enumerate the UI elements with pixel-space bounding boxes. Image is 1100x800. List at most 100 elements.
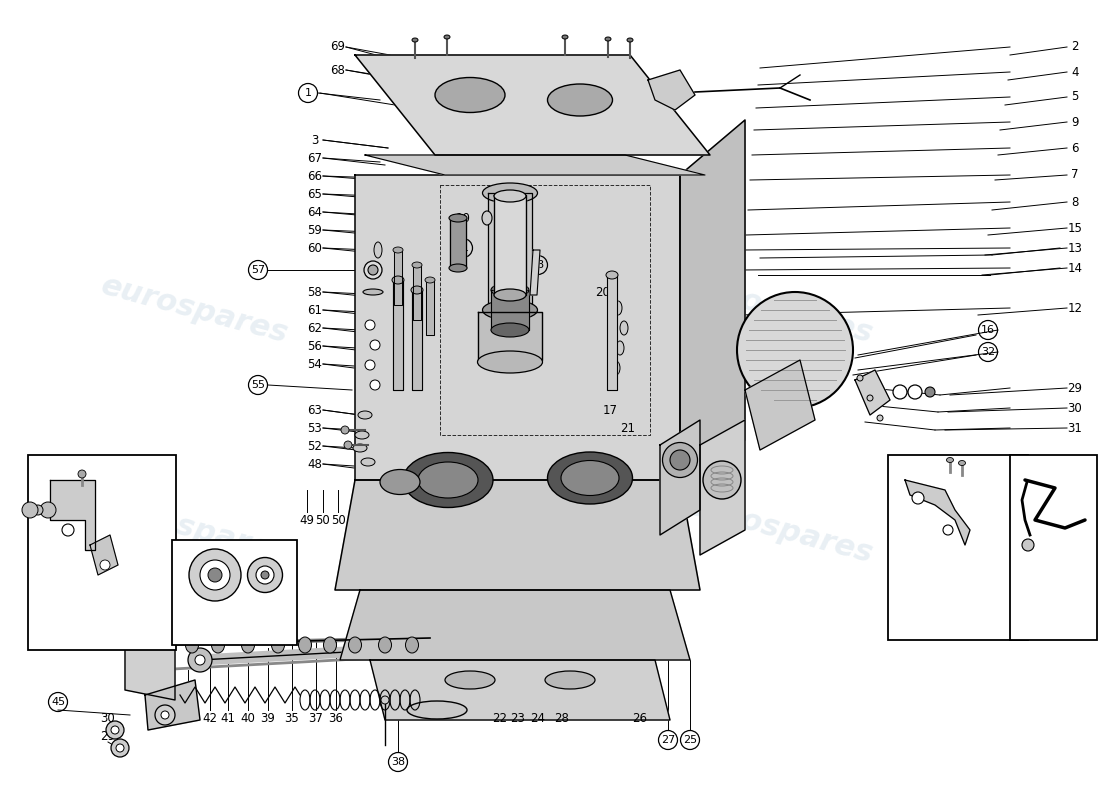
Text: 24: 24 <box>530 711 546 725</box>
Polygon shape <box>340 590 690 660</box>
Polygon shape <box>905 480 970 545</box>
Ellipse shape <box>412 38 418 42</box>
Text: 67: 67 <box>308 151 322 165</box>
Text: 29: 29 <box>1067 382 1082 394</box>
Text: 54: 54 <box>308 358 322 370</box>
Text: 17: 17 <box>603 403 617 417</box>
Ellipse shape <box>358 411 372 419</box>
Ellipse shape <box>261 571 270 579</box>
Ellipse shape <box>366 322 374 327</box>
Ellipse shape <box>449 264 468 272</box>
Polygon shape <box>855 370 890 415</box>
Ellipse shape <box>605 37 610 41</box>
Text: eurospares: eurospares <box>424 491 617 569</box>
Ellipse shape <box>256 566 274 584</box>
Polygon shape <box>680 120 745 480</box>
Text: 7: 7 <box>1071 169 1079 182</box>
Ellipse shape <box>606 271 618 279</box>
Circle shape <box>365 320 375 330</box>
Text: 62: 62 <box>308 322 322 334</box>
Text: 56: 56 <box>308 339 322 353</box>
Ellipse shape <box>364 261 382 279</box>
Polygon shape <box>478 312 542 360</box>
Ellipse shape <box>355 431 368 439</box>
Text: 19: 19 <box>506 291 520 305</box>
Polygon shape <box>412 290 422 390</box>
Circle shape <box>40 502 56 518</box>
Text: 52: 52 <box>308 439 322 453</box>
Polygon shape <box>365 155 705 175</box>
Text: 40: 40 <box>241 711 255 725</box>
Text: 69: 69 <box>330 41 345 54</box>
Ellipse shape <box>371 382 380 387</box>
Ellipse shape <box>366 362 374 367</box>
Circle shape <box>912 492 924 504</box>
Polygon shape <box>648 70 695 110</box>
Ellipse shape <box>162 637 175 653</box>
Ellipse shape <box>620 321 628 335</box>
Text: 29: 29 <box>100 730 116 742</box>
Text: 9: 9 <box>1071 115 1079 129</box>
Text: 39: 39 <box>261 711 275 725</box>
Ellipse shape <box>323 637 337 653</box>
Text: 49: 49 <box>299 514 315 526</box>
Polygon shape <box>355 55 710 155</box>
Text: 68: 68 <box>331 63 345 77</box>
Text: 10: 10 <box>455 211 471 225</box>
Ellipse shape <box>446 671 495 689</box>
Text: 6: 6 <box>1071 142 1079 154</box>
Ellipse shape <box>248 558 283 593</box>
Text: 43: 43 <box>180 711 196 725</box>
Text: 59: 59 <box>308 223 322 237</box>
Polygon shape <box>700 420 745 555</box>
Text: 31: 31 <box>1068 422 1082 434</box>
Ellipse shape <box>544 671 595 689</box>
Ellipse shape <box>407 701 468 719</box>
Text: 26: 26 <box>632 711 648 725</box>
Ellipse shape <box>406 637 418 653</box>
Text: 64: 64 <box>308 206 322 218</box>
Text: 3: 3 <box>311 134 319 146</box>
Ellipse shape <box>491 283 529 297</box>
Circle shape <box>341 426 349 434</box>
Ellipse shape <box>857 375 864 381</box>
Circle shape <box>737 292 852 408</box>
Circle shape <box>62 524 74 536</box>
Ellipse shape <box>703 461 741 499</box>
Ellipse shape <box>186 637 198 653</box>
Ellipse shape <box>211 637 224 653</box>
Text: 30: 30 <box>100 711 116 725</box>
Ellipse shape <box>403 453 493 507</box>
Ellipse shape <box>411 286 424 294</box>
Circle shape <box>925 387 935 397</box>
Polygon shape <box>393 280 403 390</box>
Ellipse shape <box>449 214 468 222</box>
Ellipse shape <box>353 444 367 452</box>
Circle shape <box>100 560 110 570</box>
Circle shape <box>188 648 212 672</box>
Ellipse shape <box>425 277 435 283</box>
Ellipse shape <box>349 637 362 653</box>
Ellipse shape <box>477 351 542 373</box>
Ellipse shape <box>946 458 954 462</box>
Circle shape <box>908 385 922 399</box>
Ellipse shape <box>106 721 124 739</box>
Ellipse shape <box>116 744 124 752</box>
Text: 57: 57 <box>251 265 265 275</box>
Text: 65: 65 <box>308 187 322 201</box>
Text: 42: 42 <box>202 711 218 725</box>
Text: 28: 28 <box>554 711 570 725</box>
Ellipse shape <box>548 84 613 116</box>
Text: 33: 33 <box>1041 483 1055 497</box>
Circle shape <box>161 711 169 719</box>
Ellipse shape <box>379 470 420 494</box>
Text: 41: 41 <box>220 711 235 725</box>
Polygon shape <box>745 360 815 450</box>
Ellipse shape <box>111 739 129 757</box>
Ellipse shape <box>867 395 873 401</box>
Text: 44: 44 <box>51 460 65 470</box>
Ellipse shape <box>363 289 383 295</box>
FancyBboxPatch shape <box>888 455 1028 640</box>
Text: 12: 12 <box>1067 302 1082 314</box>
Ellipse shape <box>494 190 526 202</box>
